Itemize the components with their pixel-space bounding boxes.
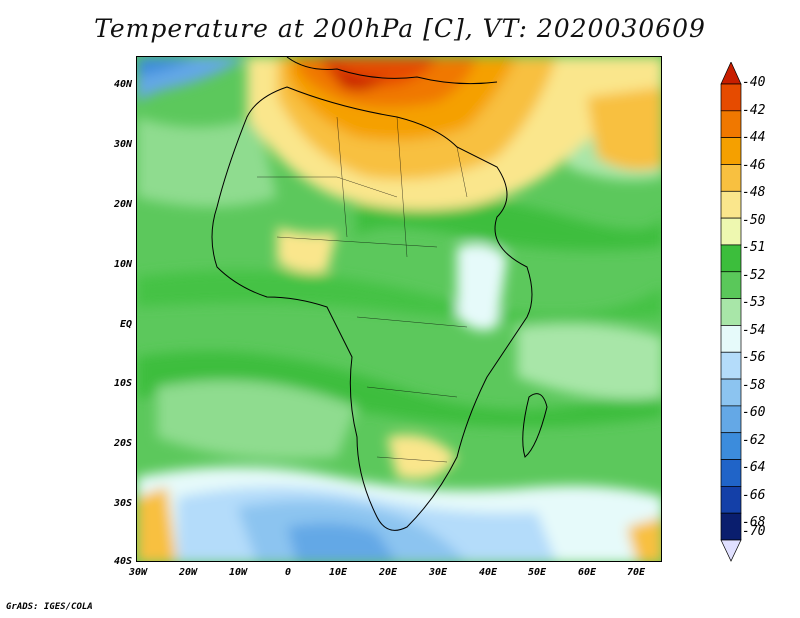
colorbar-label: -56: [742, 350, 766, 365]
temperature-field: [137, 57, 661, 561]
lon-label: 60E: [577, 567, 597, 578]
lat-label: 30N: [113, 139, 132, 150]
lon-label: 10W: [228, 567, 248, 578]
colorbar-label: -68: [742, 515, 766, 530]
lon-label: 40E: [478, 567, 498, 578]
colorbar-label: -62: [742, 433, 766, 448]
lon-label: 30E: [428, 567, 448, 578]
lon-label: 0: [284, 567, 292, 578]
colorbar-label: -44: [742, 130, 766, 145]
colorbar-swatch: [720, 83, 742, 112]
colorbar-label: -53: [742, 295, 766, 310]
colorbar-label: -64: [742, 460, 766, 475]
colorbar-swatch: [720, 459, 742, 487]
temperature-map: [137, 57, 661, 561]
colorbar-swatch: [720, 190, 742, 219]
colorbar-label: -54: [742, 323, 766, 338]
map-title: Temperature at 200hPa [C], VT: 202003060…: [94, 14, 706, 43]
coastlines: [211, 57, 548, 531]
country-borders: [257, 116, 468, 463]
colorbar-label: -46: [742, 158, 766, 173]
map-plot-area: [136, 56, 662, 562]
colorbar-swatch: [720, 512, 742, 541]
colorbar-swatch: [720, 298, 742, 326]
colorbar-swatch: [720, 110, 742, 138]
colorbar-label: -52: [742, 268, 766, 283]
colorbar-swatch: [720, 217, 742, 246]
colorbar-swatch: [720, 244, 742, 273]
colorbar: -40 -42 -44 -46 -48 -50 -51 -52 -53 -54 …: [720, 62, 790, 562]
colorbar-label: -48: [742, 185, 766, 200]
lon-label: 70E: [626, 567, 646, 578]
colorbar-swatch: [720, 486, 742, 514]
colorbar-swatch: [720, 405, 742, 434]
lon-label: 10E: [328, 567, 348, 578]
colorbar-label: -60: [742, 405, 766, 420]
colorbar-swatch: [720, 351, 742, 380]
lon-label: 30W: [128, 567, 148, 578]
colorbar-top-arrow: [720, 62, 742, 85]
colorbar-label: -58: [742, 378, 766, 393]
lat-label: 20N: [113, 199, 132, 210]
colorbar-label: -50: [742, 213, 766, 228]
lat-label: 20S: [113, 438, 132, 449]
lat-label: 10N: [113, 259, 132, 270]
lon-label: 50E: [527, 567, 547, 578]
colorbar-label: -66: [742, 488, 766, 503]
colorbar-swatch: [720, 137, 742, 165]
colorbar-swatch: [720, 325, 742, 353]
lat-label: EQ: [119, 319, 132, 330]
colorbar-swatch: [720, 271, 742, 299]
colorbar-label: -51: [742, 240, 766, 255]
colorbar-swatch: [720, 164, 742, 192]
lat-label: 30S: [113, 498, 132, 509]
footer-credit: GrADS: IGES/COLA: [6, 602, 93, 612]
lon-label: 20W: [178, 567, 198, 578]
colorbar-swatches: [720, 62, 742, 562]
lat-label: 40S: [113, 556, 132, 567]
colorbar-bottom-arrow: [720, 539, 742, 562]
lat-label: 40N: [113, 79, 132, 90]
colorbar-label: -40: [742, 75, 766, 90]
lon-label: 20E: [378, 567, 398, 578]
colorbar-label: -42: [742, 103, 766, 118]
colorbar-swatch: [720, 378, 742, 407]
colorbar-swatch: [720, 432, 742, 460]
colorbar-label: -70: [742, 524, 766, 539]
lat-label: 10S: [113, 378, 132, 389]
